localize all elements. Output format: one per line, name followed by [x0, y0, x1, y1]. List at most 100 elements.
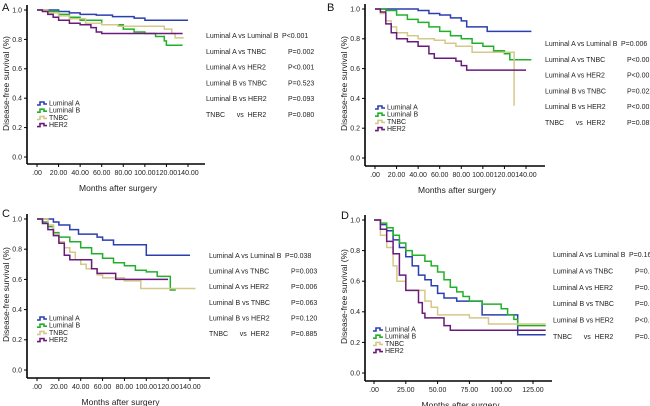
x-tick-label: 100.00 [472, 172, 494, 179]
x-tick-label: 40.00 [71, 170, 89, 177]
p-value: P=0.087 [627, 120, 650, 127]
panel-b: B 0.0 0.2 0.4 0.6 0.8 1.0 .00 20.00 40.00 60.00 80.… [327, 2, 650, 195]
y-tick-label: 0.8 [12, 37, 22, 44]
y-tick-label: 0.2 [350, 340, 360, 347]
y-axis-title: Disease-free survival (%) [1, 36, 11, 131]
panel-d: D 0.0 0.2 0.4 0.6 0.8 1.0 .00 25.00 50.00 75.00 100… [339, 210, 650, 406]
comparison-label: Luminal B vs TNBC [545, 88, 606, 95]
comparison-label: Luminal A vs HER2 [206, 65, 266, 72]
legend-label: Luminal A [385, 327, 416, 334]
y-tick-label: 0.6 [12, 277, 22, 284]
p-value: P=0.080 [288, 112, 314, 119]
p-value: P=0.006 [291, 284, 317, 291]
y-tick-label: 0.8 [350, 248, 360, 255]
y-tick-label: 0.0 [12, 154, 22, 161]
survival-curve-luminal-b [374, 219, 546, 327]
panel-a: A 0.0 0.2 0.4 0.6 0.8 1.0 .00 20.00 40.00 60.00 80.… [1, 2, 314, 193]
legend-swatch [373, 334, 383, 339]
x-tick-label: 25.00 [397, 387, 415, 394]
x-tick-label: 80.00 [453, 172, 471, 179]
legend-label: HER2 [49, 337, 68, 344]
x-tick-label: .00 [370, 172, 380, 179]
legend-swatch [373, 327, 383, 332]
legend-swatch [373, 348, 383, 354]
survival-curve-her2 [374, 219, 546, 331]
y-tick-label: 0.6 [350, 66, 360, 73]
y-tick-label: 1.0 [350, 6, 360, 13]
panel-letter: D [341, 210, 349, 222]
p-value: P=0.001 [635, 301, 650, 308]
p-value: P<0.001 [635, 318, 650, 325]
comparison-label: Luminal A vs Luminal B [209, 253, 282, 260]
y-tick-label: 0.6 [350, 279, 360, 286]
y-tick-label: 0.2 [12, 125, 22, 132]
p-value: P=0.038 [285, 253, 311, 260]
x-tick-label: 100.00 [490, 387, 512, 394]
x-tick-label: 20.00 [50, 384, 68, 391]
survival-curve-her2 [375, 8, 526, 71]
legend-label: TNBC [49, 330, 68, 337]
comparison-label: Luminal A vs TNBC [545, 57, 605, 64]
p-value: P=0.523 [288, 80, 314, 87]
p-value: P=0.002 [288, 49, 314, 56]
x-tick-label: .00 [32, 384, 42, 391]
legend-swatch [373, 341, 383, 347]
panel-letter: A [2, 2, 10, 14]
legend-swatch [375, 119, 385, 125]
comparison-label: Luminal A vs TNBC [553, 268, 613, 275]
p-value: P=0.165 [629, 252, 650, 259]
x-tick-label: 120.00 [157, 384, 179, 391]
x-tick-label: 100.00 [136, 384, 158, 391]
comparison-label: Luminal A vs TNBC [209, 269, 269, 276]
y-tick-label: 1.0 [350, 217, 360, 224]
legend-label: TNBC [49, 115, 68, 122]
y-tick-label: 1.0 [12, 7, 22, 14]
x-tick-label: 20.00 [50, 170, 68, 177]
p-value: P=0.276 [635, 268, 650, 275]
legend-label: TNBC [385, 341, 404, 348]
x-tick-label: 120.00 [494, 172, 516, 179]
comparison-label: Luminal B vs TNBC [206, 80, 267, 87]
p-value: P=0.093 [288, 96, 314, 103]
comparison-label: Luminal A vs HER2 [209, 284, 269, 291]
p-value: P=0.006 [621, 41, 647, 48]
legend-label: HER2 [385, 348, 404, 355]
comparison-label: Luminal A vs Luminal B [206, 33, 279, 40]
legend-swatch [37, 122, 47, 128]
y-tick-label: 0.2 [12, 337, 22, 344]
legend-swatch [375, 105, 385, 110]
x-tick-label: 40.00 [409, 172, 427, 179]
p-value: P=0.582 [635, 334, 650, 341]
x-tick-label: 140.00 [177, 170, 199, 177]
legend-label: Luminal A [49, 101, 80, 108]
panel-letter: C [2, 208, 10, 220]
x-tick-label: 100.00 [134, 170, 156, 177]
survival-curve-luminal-b [375, 8, 532, 61]
legend-label: Luminal A [387, 105, 418, 112]
y-axis-title: Disease-free survival (%) [339, 36, 349, 131]
survival-curve-luminal-a [37, 218, 190, 256]
x-tick-label: .00 [369, 387, 379, 394]
y-tick-label: 0.0 [350, 155, 360, 162]
x-tick-label: 120.00 [156, 170, 178, 177]
x-axis-title: Months after surgery [422, 400, 501, 406]
comparison-label: Luminal B vs HER2 [545, 104, 606, 111]
y-tick-label: 0.4 [350, 96, 360, 103]
y-tick-label: 0.4 [12, 307, 22, 314]
x-tick-label: 140.00 [515, 172, 537, 179]
comparison-label: TNBC vs HER2 [209, 331, 269, 338]
comparison-label: Luminal A vs Luminal B [545, 41, 618, 48]
panel-c: C 0.0 0.2 0.4 0.6 0.8 1.0 .00 20.00 40.00 60.00 80.… [1, 208, 317, 406]
p-value: P=0.120 [291, 315, 317, 322]
p-value: P<0.001 [627, 104, 650, 111]
comparison-label: Luminal A vs Luminal B [553, 252, 626, 259]
comparison-label: TNBC vs HER2 [553, 334, 613, 341]
comparison-label: Luminal B vs TNBC [209, 300, 270, 307]
p-value: P=0.022 [627, 88, 650, 95]
y-axis-title: Disease-free survival (%) [339, 249, 349, 344]
survival-curve-luminal-b [37, 218, 176, 291]
comparison-label: TNBC vs HER2 [206, 112, 266, 119]
x-axis-title: Months after surgery [79, 183, 158, 193]
survival-curve-her2 [37, 218, 169, 281]
legend-label: Luminal B [385, 334, 416, 341]
